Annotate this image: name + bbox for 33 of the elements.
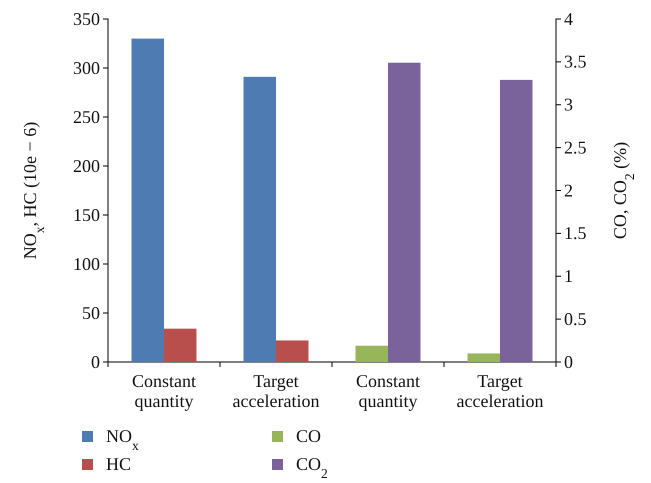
- bar: [468, 353, 500, 362]
- legend-label: HC: [106, 454, 132, 474]
- legend-label: CO: [296, 426, 322, 446]
- y-tick-label: 200: [73, 156, 100, 176]
- y2-tick-label: 2: [564, 180, 573, 200]
- y-tick-label: 0: [91, 352, 100, 372]
- legend-label: NO$_{x}$: [106, 426, 139, 452]
- legend-label: CO$_{2}$: [296, 454, 328, 480]
- y-tick-label: 100: [73, 254, 100, 274]
- y2-tick-label: 1.5: [564, 223, 586, 244]
- bar: [356, 346, 388, 362]
- y-tick-label: 350: [73, 8, 100, 29]
- y-tick-label: 50: [82, 302, 100, 323]
- x-tick-label: Constant quantity: [132, 371, 196, 411]
- x-tick-label: Target acceleration: [232, 371, 320, 411]
- x-tick-label: Target acceleration: [456, 371, 544, 411]
- y2-tick-label: 0: [564, 352, 573, 372]
- bar: [388, 62, 420, 362]
- x-tick-label: Constant quantity: [356, 371, 420, 411]
- bar: [164, 328, 196, 362]
- y2-tick-label: 1: [564, 266, 573, 286]
- y2-tick-label: 3.5: [564, 52, 586, 72]
- y2-tick-label: 2.5: [564, 137, 586, 158]
- y2-tick-label: 0.5: [564, 308, 586, 329]
- y2-tick-label: 4: [564, 8, 573, 29]
- y-tick-label: 150: [73, 204, 100, 225]
- bar: [244, 76, 276, 362]
- bar: [276, 340, 308, 362]
- y2-tick-label: 3: [564, 94, 573, 115]
- bar: [500, 80, 532, 362]
- bar: [132, 38, 164, 362]
- y-tick-label: 300: [73, 58, 100, 78]
- y-tick-label: 250: [73, 106, 100, 127]
